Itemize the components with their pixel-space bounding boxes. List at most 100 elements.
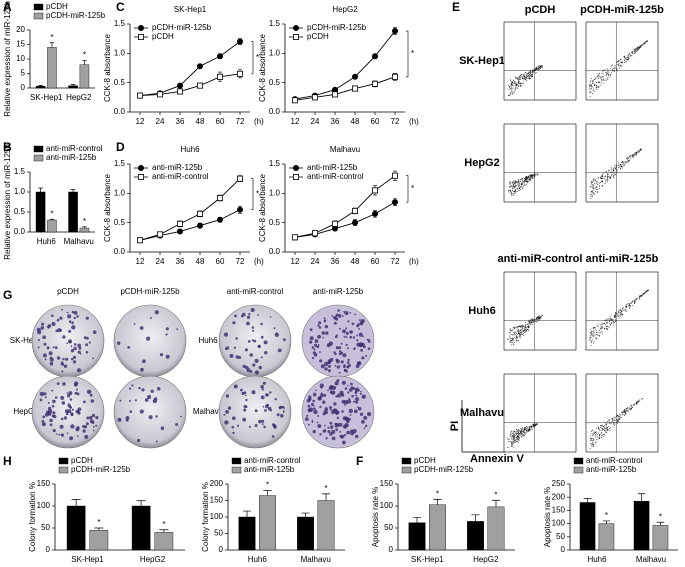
series-line (139, 209, 241, 241)
colony (49, 423, 53, 427)
significance: * (494, 490, 497, 499)
bar (89, 530, 109, 551)
colony (283, 407, 286, 409)
significance-bracket (406, 175, 409, 203)
colony (176, 328, 179, 331)
colony (309, 336, 314, 341)
y-tick-label: 150 (380, 479, 394, 488)
panel-label: H (3, 454, 12, 468)
colony (327, 426, 330, 429)
colony (353, 409, 358, 414)
colony (319, 351, 321, 353)
x-tick-label: 48 (351, 257, 360, 266)
error-bar (70, 84, 76, 86)
colony (165, 354, 170, 359)
colony (331, 436, 336, 441)
x-tick-label: 60 (216, 257, 225, 266)
colony (324, 424, 326, 427)
y-tick-label: 0.0 (114, 247, 126, 256)
colony (351, 322, 355, 326)
colony (86, 336, 89, 340)
y-tick-label: 150 (552, 506, 566, 515)
colony (66, 394, 71, 398)
colony (329, 406, 332, 409)
colony (232, 431, 235, 435)
error-bar (321, 493, 331, 501)
legend-swatch (231, 457, 242, 465)
colony (165, 327, 169, 331)
significance: * (324, 484, 327, 493)
marker (176, 228, 183, 235)
marker (391, 172, 398, 179)
colony (66, 392, 68, 395)
colony (251, 326, 255, 329)
colony (309, 340, 313, 344)
colony (331, 385, 337, 390)
flow-plot (585, 21, 659, 101)
flow-plot (585, 123, 659, 203)
y-tick-label: 0.5 (114, 78, 126, 87)
x-axis-label: (h) (254, 257, 264, 266)
colony (338, 365, 341, 367)
colony (345, 343, 348, 346)
colony (86, 389, 92, 394)
colony (119, 399, 122, 402)
colony (312, 356, 315, 360)
bar (317, 500, 335, 551)
flow-plot (503, 271, 577, 351)
colony (349, 335, 353, 339)
marker (236, 206, 243, 213)
series-line (139, 73, 241, 97)
colony (310, 402, 314, 406)
colony (63, 364, 68, 368)
colony (247, 340, 251, 343)
colony (70, 349, 75, 353)
x-tick-label: 24 (311, 257, 320, 266)
y-tick-label: 0 (46, 545, 51, 554)
significance: * (256, 189, 259, 198)
colony (348, 398, 351, 401)
colony (246, 321, 250, 326)
flow-events (507, 423, 538, 448)
colony (67, 314, 72, 319)
error-bar (71, 499, 81, 506)
colony (335, 359, 340, 364)
x-tick-label: Malhavu (64, 237, 94, 246)
colony (346, 430, 351, 435)
y-tick-label: 50 (214, 529, 223, 538)
colony (336, 416, 340, 420)
colony (270, 409, 272, 412)
colony (329, 390, 334, 395)
colony (321, 331, 326, 335)
colony (313, 348, 316, 351)
colony (248, 425, 251, 428)
y-axis-label: Relative expression of miR-125b (3, 144, 12, 260)
colony (254, 424, 258, 427)
y-axis-label: Relative expression of miR-125b (3, 1, 12, 117)
marker (371, 53, 378, 60)
y-tick-label: 0.5 (114, 218, 126, 227)
x-tick-label: 48 (196, 117, 205, 126)
y-tick-label: 10 (16, 54, 25, 63)
significance: * (605, 511, 608, 520)
colony (63, 416, 68, 420)
colony (72, 360, 77, 364)
significance-bracket (251, 178, 254, 211)
colony (311, 421, 314, 423)
colony (343, 400, 349, 405)
error-bar (433, 499, 442, 505)
colony (273, 424, 277, 428)
colony (317, 424, 322, 428)
y-tick-label: 1.5 (269, 159, 281, 168)
x-tick-label: 12 (136, 257, 145, 266)
colony (278, 406, 282, 410)
colony (353, 400, 356, 403)
panel-label: C (116, 0, 125, 14)
colony (317, 415, 320, 417)
colony (56, 356, 61, 360)
legend-label: pCDH (414, 456, 436, 465)
colony (350, 431, 355, 436)
marker (351, 73, 358, 80)
significance: * (436, 490, 439, 499)
colony (225, 394, 230, 398)
